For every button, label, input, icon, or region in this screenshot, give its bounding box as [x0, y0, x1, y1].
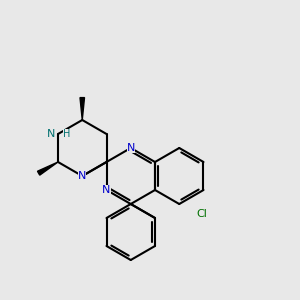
Polygon shape — [38, 162, 58, 175]
Text: N: N — [127, 143, 135, 153]
Text: N: N — [102, 185, 111, 195]
Text: Cl: Cl — [196, 209, 207, 219]
Text: N: N — [46, 129, 55, 139]
Text: N: N — [78, 171, 86, 181]
Text: H: H — [63, 129, 70, 139]
Polygon shape — [80, 98, 85, 120]
